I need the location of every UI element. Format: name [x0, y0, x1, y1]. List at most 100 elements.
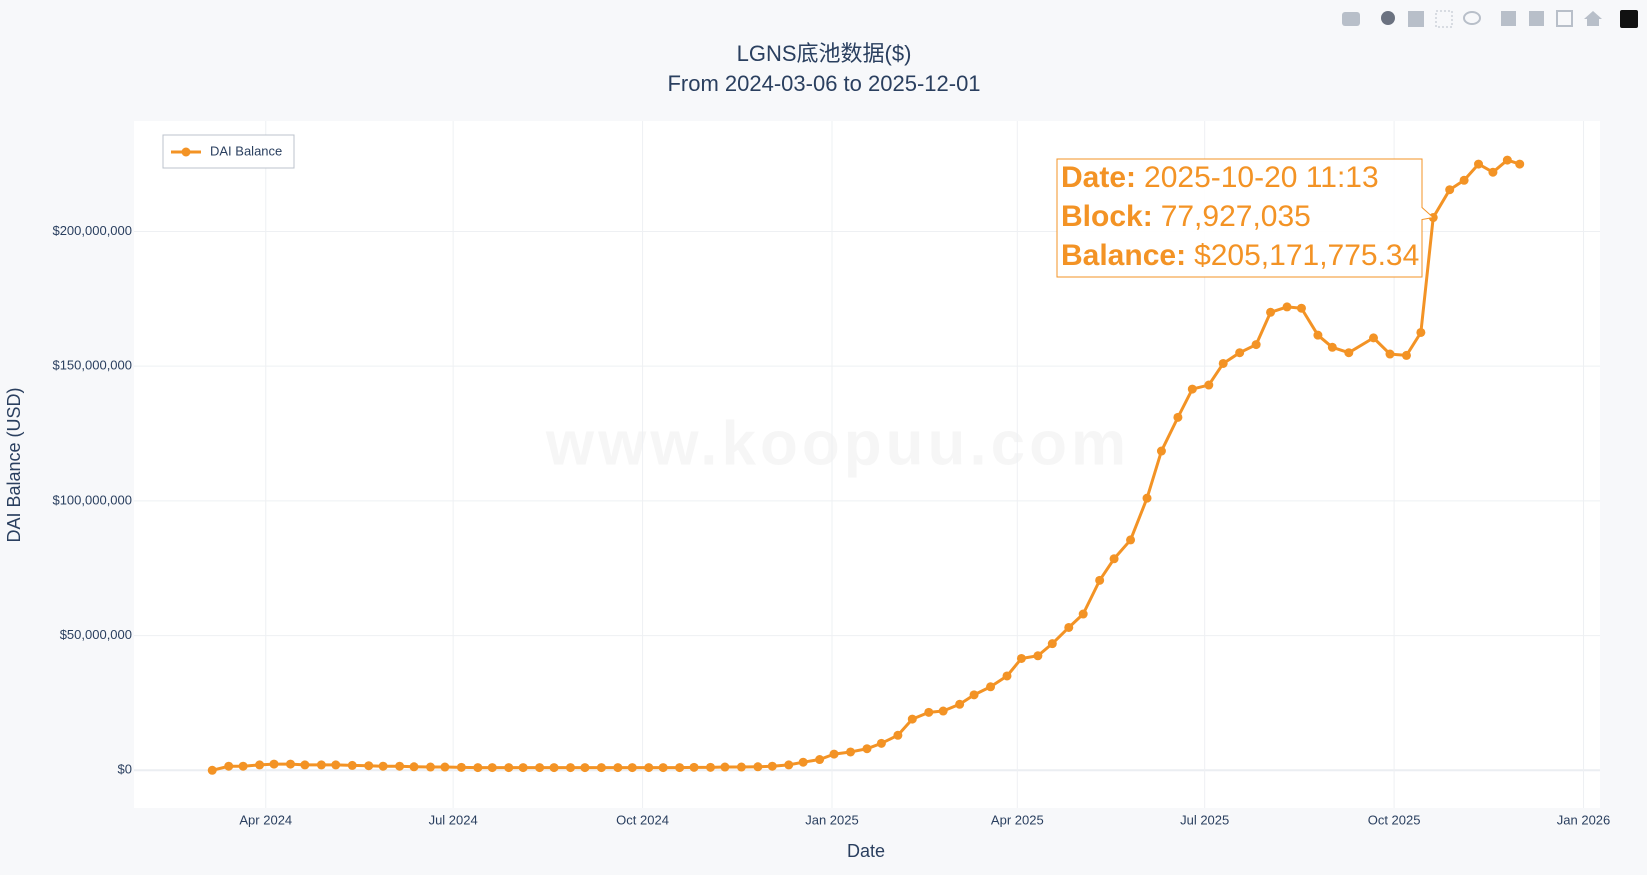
data-point — [753, 762, 763, 772]
data-point — [1002, 671, 1012, 681]
zoom-out-icon[interactable] — [1529, 11, 1544, 26]
data-point — [767, 761, 777, 771]
data-point — [255, 760, 265, 770]
data-point — [1218, 358, 1228, 368]
zoom-icon[interactable] — [1381, 11, 1395, 25]
y-tick-label: $150,000,000 — [52, 358, 132, 373]
data-point — [1204, 380, 1214, 390]
data-point — [224, 761, 234, 771]
hover-tooltip: Date: 2025-10-20 11:13 Block: 77,927,035 Bal… — [1056, 158, 1435, 278]
x-tick-label: Apr 2024 — [239, 812, 292, 827]
tooltip-line: Balance: $205,171,775.34 — [1061, 239, 1419, 272]
data-point — [907, 714, 917, 724]
data-point — [456, 762, 466, 772]
tooltip-value: 77,927,035 — [1161, 200, 1311, 233]
data-point — [689, 762, 699, 772]
data-point — [1416, 327, 1426, 337]
data-point — [518, 763, 528, 773]
x-tick-label: Oct 2024 — [616, 812, 669, 827]
data-point — [955, 699, 965, 709]
data-point — [720, 762, 730, 772]
data-point — [1515, 159, 1525, 169]
data-point — [675, 763, 685, 773]
tooltip-line: Date: 2025-10-20 11:13 — [1061, 161, 1379, 194]
y-axis-label: DAI Balance (USD) — [4, 387, 24, 542]
data-point — [1016, 653, 1026, 663]
camera-icon[interactable] — [1342, 12, 1360, 26]
x-tick-label: Jul 2025 — [1180, 812, 1229, 827]
data-point — [440, 762, 450, 772]
data-point — [549, 763, 559, 773]
data-point — [207, 765, 217, 775]
data-point — [1369, 333, 1379, 343]
data-point — [784, 760, 794, 770]
data-point — [1327, 342, 1337, 352]
legend-marker — [181, 147, 191, 157]
x-tick-label: Jul 2024 — [429, 812, 478, 827]
data-point — [969, 690, 979, 700]
data-point — [1142, 493, 1152, 503]
data-point — [566, 763, 576, 773]
data-point — [1459, 175, 1469, 185]
pan-icon[interactable] — [1408, 11, 1424, 27]
data-point — [627, 763, 637, 773]
data-point — [986, 682, 996, 692]
data-point — [1064, 622, 1074, 632]
data-point — [1109, 554, 1119, 564]
lasso-icon[interactable] — [1463, 11, 1481, 25]
data-point — [1313, 330, 1323, 340]
overlay: DAI Balance Date: 2025-10-20 11:13 Block: 77… — [162, 134, 1435, 278]
tooltip-key: Balance: — [1061, 239, 1186, 272]
x-tick-label: Apr 2025 — [991, 812, 1044, 827]
data-point — [1033, 651, 1043, 661]
data-point — [706, 762, 716, 772]
data-point — [347, 760, 357, 770]
data-point — [1401, 350, 1411, 360]
box-select-icon[interactable] — [1435, 10, 1453, 28]
data-point — [596, 763, 606, 773]
tooltip-line: Block: 77,927,035 — [1061, 200, 1311, 233]
data-point — [331, 760, 341, 770]
data-point — [1266, 307, 1276, 317]
data-point — [893, 730, 903, 740]
y-tick-label: $50,000,000 — [60, 627, 132, 642]
tooltip-value: $205,171,775.34 — [1194, 239, 1419, 272]
reset-icon[interactable] — [1584, 11, 1602, 26]
data-point — [1502, 155, 1512, 165]
watermark: www.koopuu.com — [545, 409, 1130, 478]
zoom-in-icon[interactable] — [1501, 11, 1516, 26]
data-point — [1156, 446, 1166, 456]
data-point — [409, 762, 419, 772]
y-tick-label: $100,000,000 — [52, 492, 132, 507]
data-point — [1282, 302, 1292, 312]
data-point — [285, 759, 295, 769]
data-point — [300, 760, 310, 770]
data-point — [658, 763, 668, 773]
data-point — [1296, 303, 1306, 313]
data-point — [815, 755, 825, 765]
plotly-logo[interactable] — [1620, 10, 1638, 28]
data-point — [1445, 185, 1455, 195]
data-point — [613, 763, 623, 773]
data-point — [1488, 167, 1498, 177]
data-point — [938, 706, 948, 716]
modebar — [1342, 10, 1638, 28]
data-point — [924, 707, 934, 717]
tooltip-value: 2025-10-20 11:13 — [1144, 161, 1379, 194]
data-point — [425, 762, 435, 772]
chart-title: LGNS底池数据($) — [737, 41, 912, 66]
tooltip-key: Block: — [1061, 200, 1153, 233]
x-tick-label: Oct 2025 — [1368, 812, 1421, 827]
chart-subtitle: From 2024-03-06 to 2025-12-01 — [667, 71, 980, 96]
data-point — [644, 763, 654, 773]
autoscale-icon[interactable] — [1556, 10, 1573, 27]
data-point — [395, 761, 405, 771]
data-point — [1095, 575, 1105, 585]
y-tick-label: $200,000,000 — [52, 223, 132, 238]
data-point — [364, 761, 374, 771]
data-point — [238, 761, 248, 771]
data-point — [1173, 412, 1183, 422]
data-point — [1047, 639, 1057, 649]
